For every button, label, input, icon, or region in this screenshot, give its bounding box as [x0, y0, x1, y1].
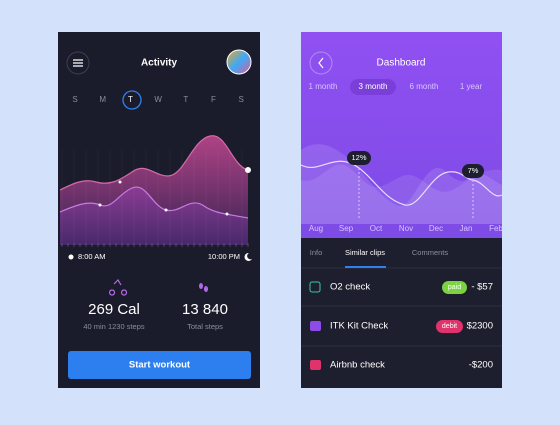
line-back: [59, 135, 249, 191]
month-label: Sep: [339, 224, 354, 233]
callout: 12%: [351, 153, 366, 162]
dot: [118, 180, 122, 184]
month-label: Dec: [429, 224, 443, 233]
row-name: O2 check: [330, 282, 370, 293]
month-label: Aug: [309, 224, 323, 233]
row-amount: -$200: [469, 360, 493, 371]
back-icon: [318, 57, 324, 69]
time-end: 10:00 PM: [208, 252, 240, 261]
month-label: Oct: [370, 224, 383, 233]
dot: [98, 203, 102, 207]
end-dot: [245, 167, 251, 173]
row-tag: paid: [448, 284, 461, 291]
row-name: Airbnb check: [330, 360, 385, 371]
moon-icon: [244, 252, 252, 261]
month-label: Feb: [489, 224, 503, 233]
phone-right: Dashboard 1 month 3 month 6 month 1 year 12…: [301, 32, 503, 388]
dot: [225, 212, 229, 216]
weekday: S: [72, 95, 77, 104]
weekday: W: [154, 95, 162, 104]
period-tab[interactable]: 6 month: [410, 82, 439, 91]
menu-button[interactable]: [66, 51, 90, 75]
month-label: Nov: [399, 224, 413, 233]
tab[interactable]: Comments: [412, 248, 449, 257]
period-selected: [350, 79, 396, 95]
weekday: T: [183, 95, 188, 104]
row-tag: debit: [442, 323, 457, 330]
stat-label: Total steps: [187, 322, 223, 331]
stat-value: 13 840: [182, 301, 228, 318]
stat-value: 269 Cal: [88, 301, 140, 318]
callout: 7%: [468, 166, 479, 175]
row-icon: [310, 360, 321, 370]
stat-label: 40 min 1230 steps: [83, 322, 145, 331]
row-amount: $2300: [467, 321, 493, 332]
weekday: T: [128, 95, 133, 104]
tag-pill: [436, 320, 463, 333]
weekday: F: [211, 95, 216, 104]
sun-icon: [68, 254, 74, 260]
steps-icon: [204, 286, 208, 292]
menu-icon: [73, 59, 83, 67]
avatar[interactable]: [226, 49, 252, 75]
period-tab[interactable]: 1 month: [309, 82, 338, 91]
header-title: Dashboard: [377, 58, 426, 69]
row-amount: - $57: [471, 282, 493, 293]
activity-chart: [59, 135, 251, 245]
tab[interactable]: Similar clips: [345, 248, 385, 257]
row-name: ITK Kit Check: [330, 321, 388, 332]
callout-pill: [462, 164, 484, 178]
tag-pill: [442, 281, 467, 294]
callout-pill: [347, 151, 371, 165]
tab[interactable]: Info: [310, 248, 323, 257]
row-icon: [309, 281, 321, 293]
row-icon: [310, 321, 321, 331]
back-button[interactable]: [309, 51, 333, 75]
period-tab[interactable]: 1 year: [460, 82, 483, 91]
day-selected: [122, 90, 142, 110]
header-title: Activity: [141, 58, 178, 69]
area-front: [60, 187, 248, 245]
line-front: [59, 186, 249, 219]
time-start: 8:00 AM: [78, 252, 106, 261]
dot: [164, 208, 168, 212]
start-button[interactable]: [68, 351, 251, 379]
month-label: Jan: [460, 224, 473, 233]
weekday: M: [99, 95, 106, 104]
period-tab[interactable]: 3 month: [359, 82, 388, 91]
weekday: S: [239, 95, 244, 104]
bike-icon: [108, 279, 128, 296]
area-front: [301, 164, 502, 224]
button-label: Start workout: [129, 360, 191, 371]
steps-icon: [199, 283, 203, 289]
